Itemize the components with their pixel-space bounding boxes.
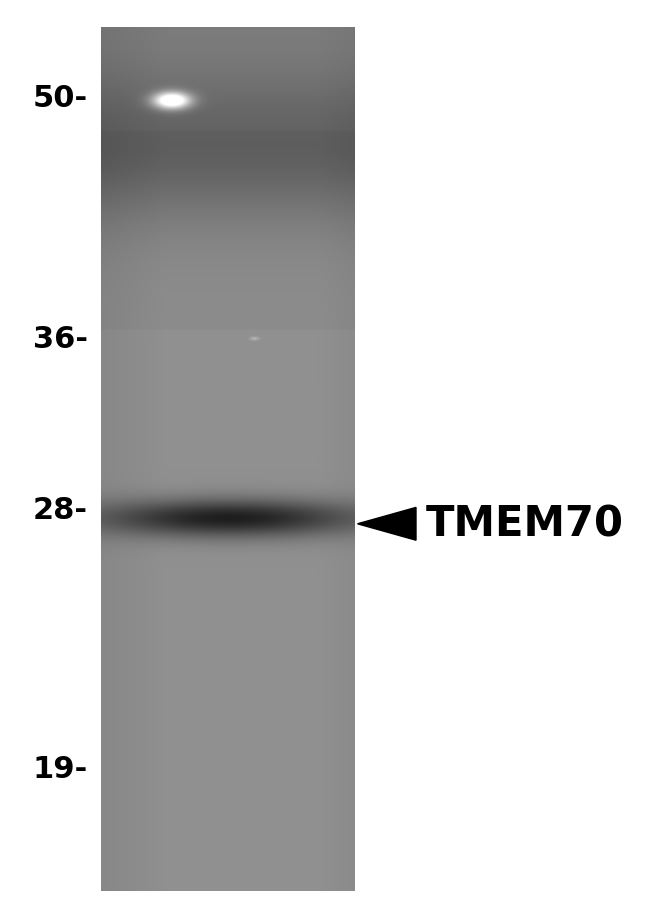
Text: 50-: 50- (32, 85, 88, 113)
Text: 28-: 28- (32, 495, 88, 524)
Text: 36-: 36- (32, 324, 88, 353)
Polygon shape (358, 508, 416, 540)
Text: TMEM70: TMEM70 (426, 504, 624, 545)
Text: 19-: 19- (32, 754, 88, 783)
